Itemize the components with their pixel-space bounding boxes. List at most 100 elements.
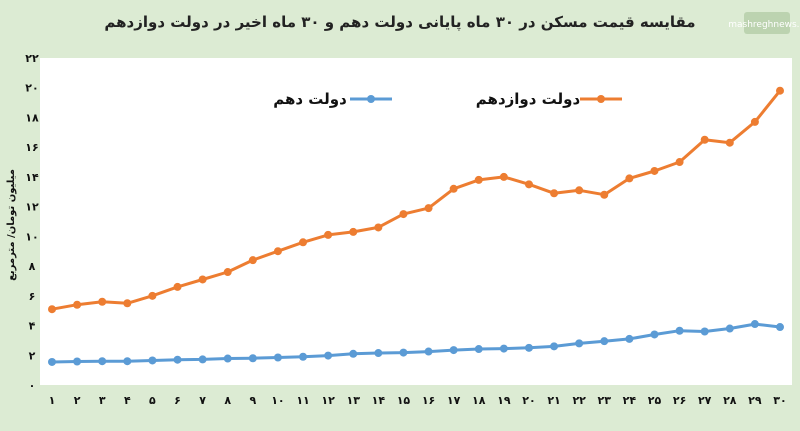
data-point bbox=[324, 230, 333, 239]
y-axis-label: میلیون تومان/ مترمربع bbox=[6, 169, 17, 281]
data-point bbox=[148, 291, 157, 300]
data-point bbox=[650, 330, 659, 339]
x-tick-label: ۲۸ bbox=[723, 394, 737, 407]
data-point bbox=[299, 352, 308, 361]
data-point bbox=[625, 174, 634, 183]
series-layer bbox=[48, 86, 784, 366]
series-dolat-dahom bbox=[48, 320, 784, 366]
x-tick-label: ۲۷ bbox=[698, 394, 712, 407]
data-point bbox=[424, 347, 433, 356]
data-point bbox=[273, 353, 282, 362]
x-tick-label: ۱۹ bbox=[497, 394, 511, 407]
data-point bbox=[48, 305, 56, 314]
series-line bbox=[51, 89, 782, 311]
data-point bbox=[499, 344, 508, 353]
data-point bbox=[625, 334, 634, 343]
data-point bbox=[248, 354, 257, 363]
y-tick-label: ۲۲ bbox=[25, 52, 39, 65]
data-point bbox=[575, 339, 584, 348]
legend: دولت دوازدهم دولت دهم bbox=[273, 90, 622, 108]
x-tick-label: ۲۹ bbox=[748, 394, 762, 407]
x-tick-label: ۳ bbox=[99, 394, 106, 407]
data-point bbox=[449, 346, 458, 355]
legend-item: دولت دهم bbox=[273, 90, 392, 108]
data-point bbox=[399, 210, 408, 219]
x-tick-label: ۲۱ bbox=[547, 394, 560, 407]
x-tick-label: ۲۴ bbox=[623, 394, 637, 407]
y-axis-ticks: ۰ ۲ ۴ ۶ ۸ ۱۰ ۱۲ ۱۴ ۱۶ ۱۸ ۲۰ ۲۲ bbox=[25, 52, 39, 392]
y-tick-label: ۶ bbox=[29, 290, 36, 303]
data-point bbox=[449, 184, 458, 193]
x-tick-label: ۱۳ bbox=[347, 394, 361, 407]
y-tick-label: ۰ bbox=[29, 379, 36, 392]
data-point bbox=[575, 186, 584, 195]
legend-swatch-marker bbox=[597, 95, 605, 103]
legend-swatch-marker bbox=[367, 95, 375, 103]
svg-text:mashreghnews.ir: mashreghnews.ir bbox=[728, 20, 800, 30]
data-point bbox=[550, 189, 559, 198]
x-tick-label: ۱۶ bbox=[422, 394, 435, 407]
data-point bbox=[73, 300, 82, 309]
data-point bbox=[223, 354, 232, 363]
y-tick-label: ۱۸ bbox=[25, 111, 39, 124]
data-point bbox=[349, 227, 358, 236]
plot-area bbox=[40, 58, 792, 385]
data-point bbox=[474, 175, 483, 184]
data-point bbox=[750, 117, 759, 126]
data-point bbox=[374, 223, 383, 232]
y-tick-label: ۱۲ bbox=[25, 201, 39, 214]
data-point bbox=[223, 268, 232, 277]
chart-title: مقایسه قیمت مسکن در ۳۰ ماه پایانی دولت د… bbox=[104, 13, 695, 32]
x-tick-label: ۸ bbox=[224, 394, 231, 407]
data-point bbox=[750, 320, 759, 329]
data-point bbox=[374, 349, 383, 358]
x-tick-label: ۱۸ bbox=[472, 394, 486, 407]
x-tick-label: ۷ bbox=[199, 394, 206, 407]
x-tick-label: ۱۱ bbox=[296, 394, 309, 407]
data-point bbox=[123, 357, 132, 366]
data-point bbox=[173, 355, 182, 364]
data-point bbox=[324, 351, 333, 360]
data-point bbox=[600, 190, 609, 199]
data-point bbox=[776, 86, 784, 95]
data-point bbox=[198, 355, 207, 364]
data-point bbox=[524, 180, 533, 189]
y-tick-label: ۱۴ bbox=[25, 171, 39, 184]
data-point bbox=[550, 342, 559, 351]
data-point bbox=[499, 172, 508, 181]
x-tick-label: ۲۳ bbox=[598, 394, 612, 407]
data-point bbox=[98, 357, 107, 366]
data-point bbox=[299, 238, 308, 247]
data-point bbox=[675, 326, 684, 335]
series-line bbox=[51, 322, 781, 364]
data-point bbox=[776, 323, 784, 332]
y-tick-label: ۲۰ bbox=[25, 82, 38, 95]
data-point bbox=[98, 297, 107, 306]
x-tick-label: ۱۵ bbox=[397, 394, 411, 407]
data-point bbox=[273, 247, 282, 256]
data-point bbox=[675, 158, 684, 167]
data-point bbox=[524, 343, 533, 352]
x-tick-label: ۴ bbox=[124, 394, 131, 407]
data-point bbox=[148, 356, 157, 365]
x-tick-label: ۱۲ bbox=[321, 394, 335, 407]
legend-label: دولت دوازدهم bbox=[476, 90, 581, 108]
data-point bbox=[700, 327, 709, 336]
data-point bbox=[474, 345, 483, 354]
x-tick-label: ۵ bbox=[149, 394, 156, 407]
y-tick-label: ۲ bbox=[29, 349, 36, 362]
x-tick-label: ۲ bbox=[74, 394, 81, 407]
series-dolat-davazdahom bbox=[48, 86, 784, 314]
data-point bbox=[700, 135, 709, 144]
x-tick-label: ۶ bbox=[174, 394, 181, 407]
y-tick-label: ۸ bbox=[29, 260, 36, 273]
data-point bbox=[248, 256, 257, 265]
x-tick-label: ۱ bbox=[49, 394, 56, 407]
data-point bbox=[725, 138, 734, 147]
data-point bbox=[173, 282, 182, 291]
x-tick-label: ۱۰ bbox=[271, 394, 284, 407]
data-point bbox=[650, 166, 659, 175]
x-tick-label: ۲۶ bbox=[673, 394, 686, 407]
